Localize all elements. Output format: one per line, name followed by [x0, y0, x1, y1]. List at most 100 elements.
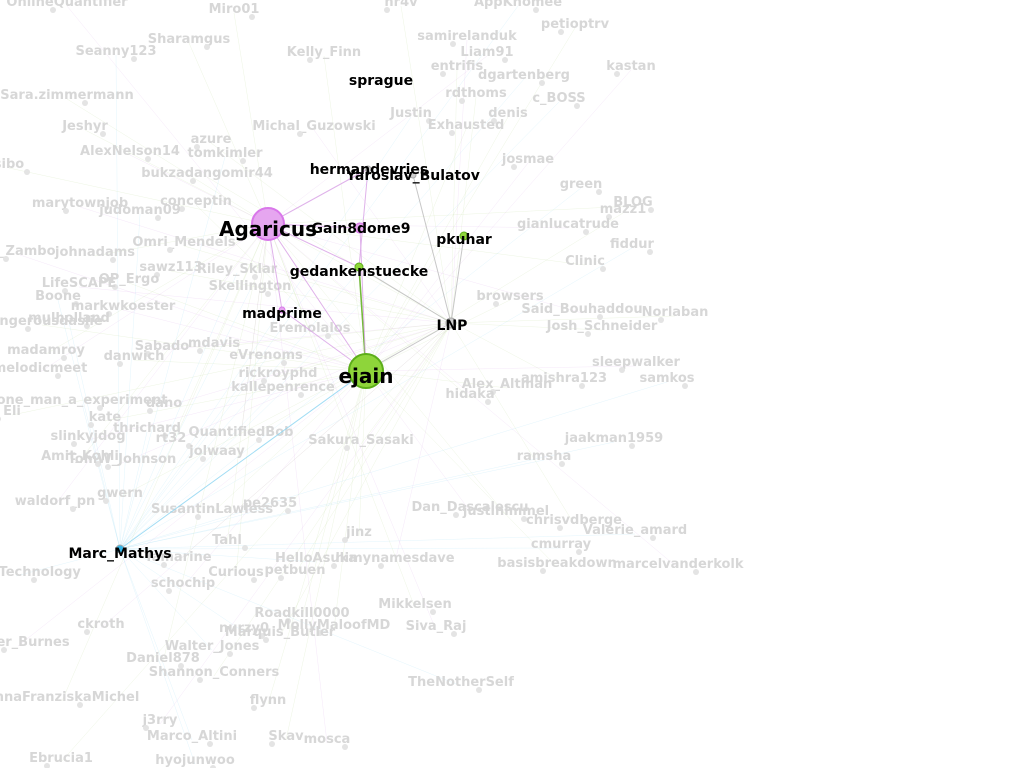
background-edge — [182, 370, 367, 588]
background-edge — [11, 322, 452, 416]
background-edge — [279, 322, 452, 637]
node-agaricus[interactable] — [251, 207, 285, 241]
background-edge — [195, 204, 367, 372]
background-edge — [394, 322, 452, 563]
background-node-label: TheNotherSelf — [408, 675, 514, 690]
background-node-label: marytownjob — [32, 196, 128, 211]
background-edge — [39, 223, 269, 373]
background-node-label: Boone — [35, 289, 81, 304]
node-label-gedankenstuecke: gedankenstuecke — [290, 264, 429, 280]
background-node-label: waldorf_pn — [15, 494, 96, 509]
background-node-label: hr4v — [384, 0, 418, 10]
node-ejain[interactable] — [348, 353, 384, 389]
background-node-label: AppKnomee — [474, 0, 562, 10]
background-edge — [365, 370, 471, 512]
background-edge — [313, 129, 452, 324]
background-node-label: kastan — [606, 59, 655, 74]
background-node-label: mosca — [304, 732, 351, 747]
background-node — [540, 568, 546, 574]
background-node — [178, 663, 184, 669]
node-label-gain8dome9: Gain8dome9 — [312, 221, 411, 237]
node-gedankenstuecke[interactable] — [354, 262, 364, 272]
background-node — [154, 272, 160, 278]
background-node — [278, 575, 284, 581]
background-node-label: QuantifiedBob — [189, 425, 294, 440]
background-node — [147, 408, 153, 414]
background-node-label: Liam91 — [460, 45, 513, 60]
background-edge — [119, 5, 519, 550]
background-node — [31, 577, 37, 583]
background-node — [539, 80, 545, 86]
background-node — [167, 247, 173, 253]
background-node — [103, 498, 109, 504]
background-edge — [267, 223, 565, 383]
background-node-label: dano — [146, 396, 182, 411]
background-edge — [267, 223, 311, 333]
background-node — [249, 14, 255, 20]
background-node — [259, 633, 265, 639]
background-edge — [81, 403, 121, 550]
background-node — [252, 274, 258, 280]
background-node-label: slinkyjdog — [50, 429, 125, 444]
background-node-label: sleepwalker — [592, 355, 680, 370]
background-node — [61, 355, 67, 361]
background-node — [331, 563, 337, 569]
background-node-label: amishra123 — [521, 371, 607, 386]
background-node-label: Alex_Altman — [462, 377, 553, 392]
background-node — [650, 535, 656, 541]
background-edge — [177, 322, 452, 562]
background-edge — [450, 96, 477, 324]
background-node-label: sawz113 — [139, 260, 202, 275]
background-edge — [450, 322, 575, 525]
background-edge — [119, 322, 452, 498]
background-node — [263, 637, 269, 643]
node-gain8dome9[interactable] — [354, 222, 366, 234]
background-edge — [188, 42, 269, 225]
background-edge — [119, 441, 615, 550]
background-node — [210, 765, 216, 768]
background-edge — [267, 223, 416, 609]
background-edge — [66, 5, 367, 372]
node-marc[interactable] — [115, 544, 125, 554]
background-edge — [8, 167, 269, 225]
background-node-label: AlexNelson14 — [80, 144, 180, 159]
node-hermandevries[interactable] — [364, 165, 372, 173]
background-node — [511, 164, 517, 170]
background-edge — [216, 370, 367, 456]
background-node — [476, 687, 482, 693]
background-edge — [133, 359, 367, 372]
background-node — [521, 516, 527, 522]
background-node — [648, 207, 654, 213]
background-node-label: himynamesdave — [335, 551, 454, 566]
node-yaroslav[interactable] — [409, 171, 417, 179]
background-node-label: chrisvdberge — [526, 513, 622, 528]
background-node — [285, 618, 291, 624]
background-node-label: samkos — [639, 371, 694, 386]
node-label-yaroslav: Yaroslav_Bulatov — [345, 168, 480, 184]
background-node — [596, 189, 602, 195]
background-node — [585, 331, 591, 337]
background-node-label: Shannon_Conners — [149, 665, 280, 680]
background-node-label: Jeshyr — [61, 119, 108, 134]
background-node-label: mulholland — [28, 311, 110, 326]
background-node — [450, 41, 456, 47]
node-lnp[interactable] — [445, 317, 457, 329]
background-edge — [54, 223, 269, 506]
background-node — [317, 630, 323, 636]
graph-nodes — [115, 165, 469, 554]
background-node — [77, 702, 83, 708]
background-node — [112, 284, 118, 290]
background-edge — [365, 128, 467, 372]
background-edge — [333, 370, 367, 630]
node-pkuhar[interactable] — [459, 231, 469, 241]
node-madprime[interactable] — [278, 306, 286, 314]
background-node-label: Roadkill0000 — [254, 606, 349, 621]
background-node — [297, 131, 303, 137]
background-edge — [267, 223, 471, 399]
background-edge — [87, 370, 367, 441]
background-node-label: gianlucatrude — [517, 217, 619, 232]
background-node — [106, 311, 112, 317]
background-node-label: flynn — [250, 693, 287, 708]
background-node — [227, 651, 233, 657]
background-node-label: Ferrer_Burnes — [0, 635, 70, 650]
